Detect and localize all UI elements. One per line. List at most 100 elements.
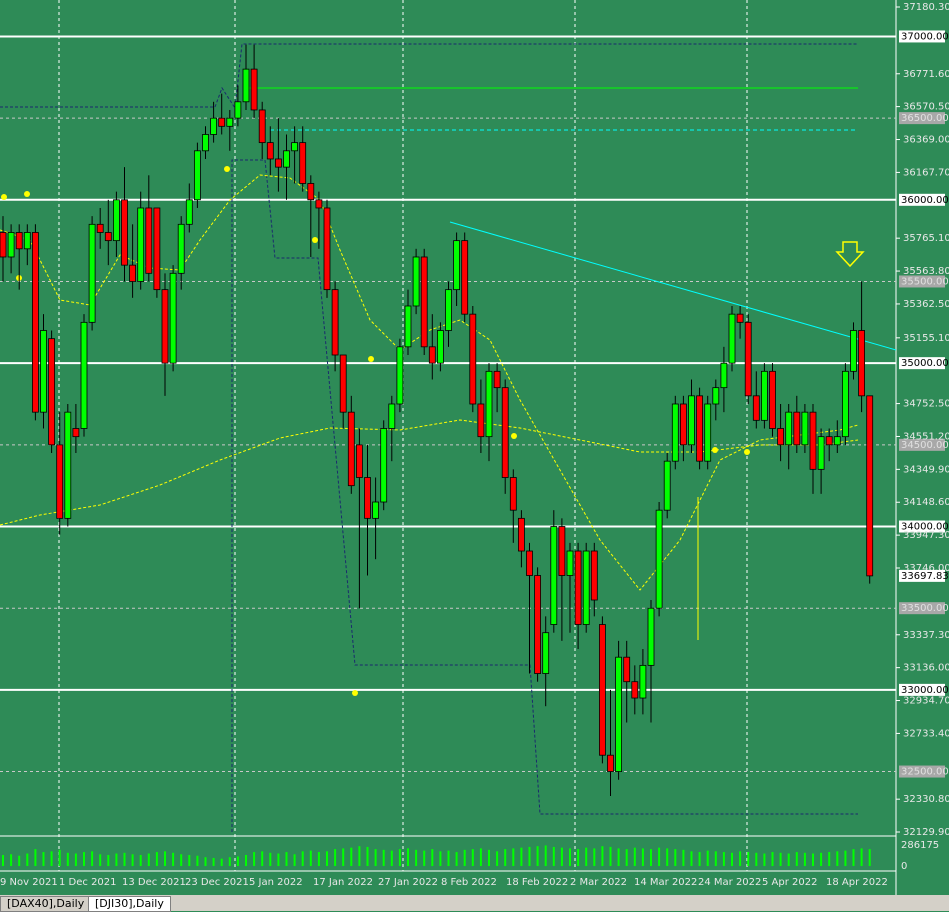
candle-body [347, 411, 355, 487]
candle-body [315, 199, 323, 209]
candle-body [534, 575, 541, 674]
x-tick-label: 13 Dec 2021 [122, 877, 186, 888]
candle-body [177, 223, 185, 274]
y-tick-label: 35155.10 [903, 333, 949, 344]
level-label: 34500.00 [901, 440, 949, 451]
candle-body [607, 754, 614, 772]
candle-body [23, 232, 31, 250]
tab[interactable]: [DAX40],Daily [0, 896, 92, 912]
candle-body [299, 142, 307, 184]
candle-body [266, 142, 274, 160]
y-tick-label: 33136.00 [903, 663, 949, 674]
x-tick-label: 2 Mar 2022 [570, 877, 627, 888]
candle-body [744, 321, 752, 397]
x-tick-label: 23 Dec 2021 [185, 877, 249, 888]
y-tick-label: 36771.60 [903, 69, 949, 80]
candle-body [234, 101, 242, 119]
candle-body [704, 403, 712, 462]
candle-body [825, 436, 833, 446]
candle-body [469, 313, 477, 405]
y-tick-label: 35765.10 [903, 233, 949, 244]
candle-body [436, 330, 444, 364]
candle-body [866, 395, 874, 577]
candle-body [477, 403, 485, 438]
candle-body [153, 207, 161, 291]
candle-body [388, 403, 396, 429]
candle-body [218, 117, 226, 127]
candle-body [323, 207, 331, 291]
candle-body [817, 436, 825, 470]
y-tick-label: 36369.00 [903, 135, 949, 146]
x-tick-label: 9 Nov 2021 [0, 877, 58, 888]
candle-body [777, 428, 784, 446]
x-tick-label: 1 Dec 2021 [59, 877, 117, 888]
vgrid [58, 0, 748, 871]
candle-body [728, 313, 736, 364]
level-box [899, 30, 945, 43]
y-tick-label: 33746.00 [903, 563, 949, 574]
level-box [899, 765, 945, 778]
candle-body [720, 362, 728, 389]
level-label: 33000.00 [901, 685, 949, 696]
level-label: 36000.00 [901, 195, 949, 206]
candle-body [696, 395, 703, 462]
candle-body [64, 411, 72, 519]
candle-body [104, 232, 112, 242]
candle-body [445, 289, 452, 331]
tab[interactable]: [DJI30],Daily [88, 896, 171, 912]
candle-body [501, 387, 509, 478]
y-tick-label: 34349.90 [903, 464, 949, 475]
candle-body [121, 199, 128, 266]
y-tick-label: 35563.80 [903, 266, 949, 277]
candle-body [558, 526, 566, 576]
candle-body [736, 313, 744, 323]
candle-body [32, 232, 39, 413]
candle-body [542, 632, 550, 674]
candle-body [842, 370, 849, 438]
candle-body [137, 207, 145, 282]
candle-body [850, 330, 857, 372]
level-box [899, 602, 945, 615]
x-tick-label: 18 Feb 2022 [506, 877, 568, 888]
candle-body [785, 411, 793, 446]
candle-body [364, 477, 371, 519]
arrow-icon [835, 241, 865, 268]
candle-body [185, 199, 193, 225]
candle-body [380, 428, 388, 503]
candle-body [339, 354, 347, 413]
candle-body [574, 550, 582, 625]
y-tick-label: 33947.30 [903, 530, 949, 541]
y-tick-label: 33337.30 [903, 630, 949, 641]
candle-body [761, 370, 768, 421]
indicators [0, 43, 897, 832]
level-box [899, 520, 945, 533]
candle-body [518, 517, 525, 552]
x-tick-label: 5 Jan 2022 [249, 877, 303, 888]
current-price: 33697.83 [901, 571, 949, 582]
candle-body [801, 411, 809, 446]
candle-body [420, 256, 428, 348]
y-tick-label: 32129.90 [903, 827, 949, 838]
candle-body [526, 550, 533, 576]
candle-body [550, 526, 558, 625]
candle-body [258, 109, 266, 144]
price-box [899, 569, 945, 582]
candle-body [639, 664, 647, 699]
candle-body [404, 305, 412, 348]
x-tick-label: 24 Mar 2022 [698, 877, 761, 888]
x-tick-label: 5 Apr 2022 [762, 877, 817, 888]
candle-body [372, 501, 380, 519]
level-label: 37000.00 [901, 31, 949, 42]
candle-body [485, 370, 493, 438]
candle-body [48, 338, 55, 446]
candle-body [15, 232, 23, 250]
candle-body [0, 232, 7, 258]
candle-body [80, 321, 88, 429]
candle-body [88, 223, 96, 323]
candle-body [355, 444, 363, 478]
level-label: 33500.00 [901, 603, 949, 614]
candle-body [428, 346, 436, 364]
